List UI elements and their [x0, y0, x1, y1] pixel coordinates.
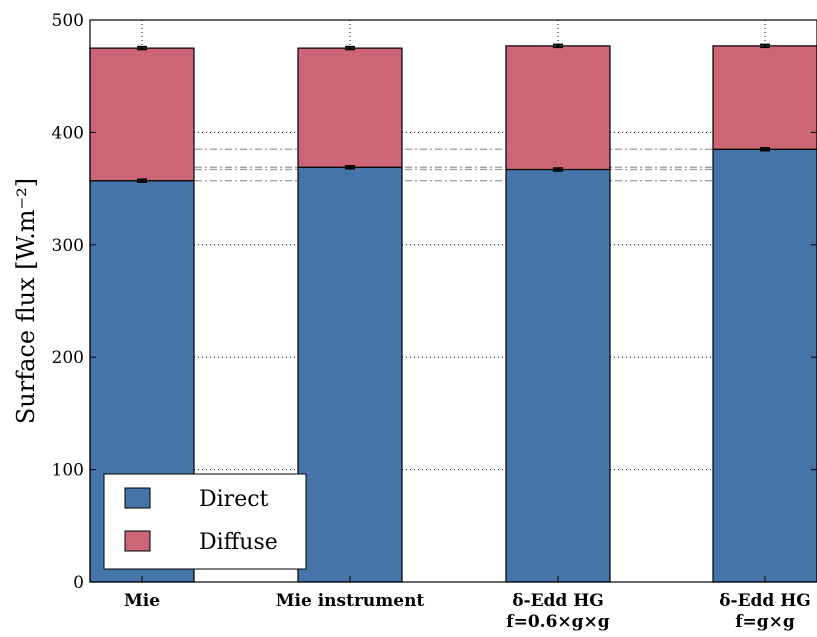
y-tick-label: 0 — [73, 573, 84, 593]
y-axis-label: Surface flux [W.m⁻²] — [12, 178, 40, 424]
error-bars — [137, 43, 770, 183]
reference-lines — [90, 148, 817, 182]
y-tick-label: 500 — [52, 11, 84, 31]
y-axis-ticks: 0 100 200 300 400 500 — [52, 11, 817, 593]
legend-swatch-direct — [124, 487, 151, 509]
y-tick-label: 100 — [52, 461, 84, 481]
bar-direct — [505, 168, 611, 583]
grid-lines — [90, 19, 817, 471]
x-tick-label: f=0.6×g×g — [506, 612, 610, 632]
bars — [89, 45, 817, 583]
bar-diffuse — [505, 45, 611, 171]
x-tick-label: δ-Edd HG — [512, 591, 604, 611]
bar-diffuse — [297, 47, 403, 168]
x-tick-label: f=g×g — [735, 612, 795, 632]
y-tick-label: 400 — [52, 123, 84, 143]
legend-label-direct: Direct — [199, 487, 269, 512]
legend: Direct Diffuse — [103, 473, 307, 570]
y-tick-label: 300 — [52, 236, 84, 256]
legend-label-diffuse: Diffuse — [199, 530, 278, 555]
x-tick-label: Mie — [124, 591, 160, 611]
x-axis-ticks: Mie Mie instrument δ-Edd HGf=0.6×g×gδ-Edd … — [124, 576, 811, 632]
bar-direct — [297, 166, 403, 583]
plot-frame — [89, 19, 817, 583]
bar-diffuse — [712, 45, 817, 150]
y-tick-label: 200 — [52, 348, 84, 368]
bar-direct — [712, 148, 817, 583]
x-tick-label: Mie instrument — [276, 591, 425, 611]
legend-swatch-diffuse — [124, 530, 151, 552]
x-tick-label: δ-Edd HG — [719, 591, 811, 611]
bar-diffuse — [89, 47, 195, 182]
